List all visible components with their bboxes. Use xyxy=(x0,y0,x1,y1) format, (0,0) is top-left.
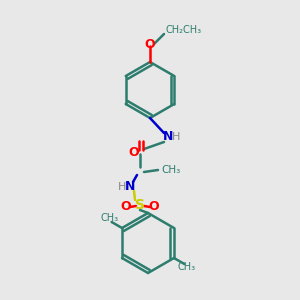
Text: O: O xyxy=(145,38,155,50)
Text: O: O xyxy=(121,200,131,214)
Text: H: H xyxy=(172,132,180,142)
Text: CH₃: CH₃ xyxy=(177,262,195,272)
Text: N: N xyxy=(163,130,173,143)
Text: H: H xyxy=(118,182,126,192)
Text: CH₃: CH₃ xyxy=(100,213,119,223)
Text: S: S xyxy=(135,198,145,212)
Text: CH₃: CH₃ xyxy=(161,165,180,175)
Text: N: N xyxy=(125,181,135,194)
Text: O: O xyxy=(149,200,159,214)
Text: O: O xyxy=(129,146,139,160)
Text: CH₂CH₃: CH₂CH₃ xyxy=(166,25,202,35)
